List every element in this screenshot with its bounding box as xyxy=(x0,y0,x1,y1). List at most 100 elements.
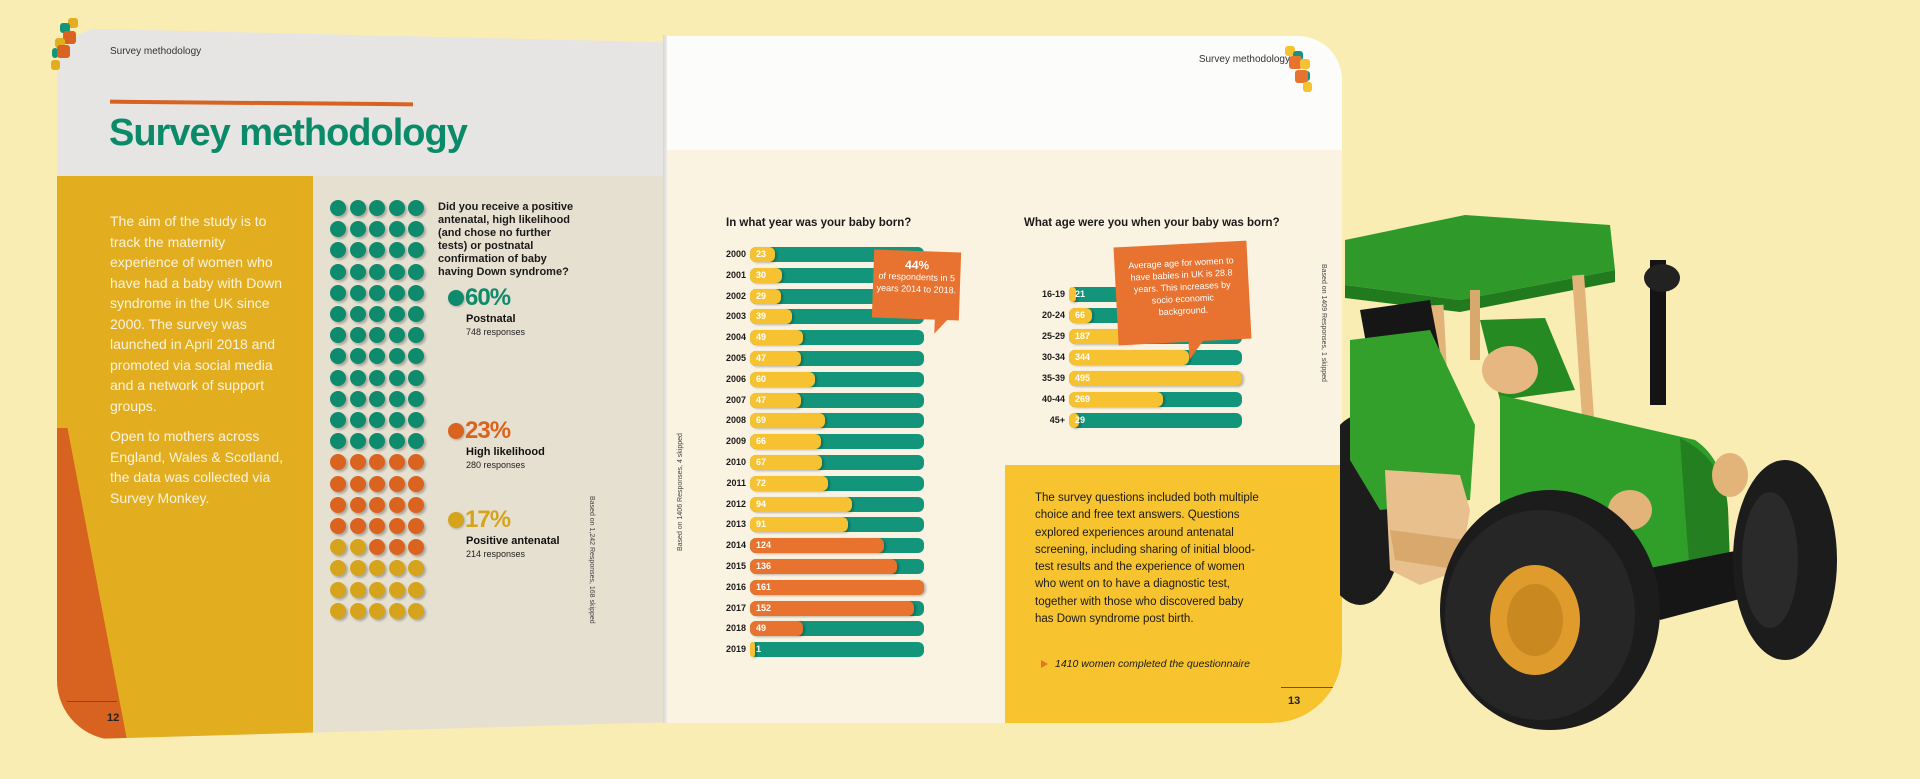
category-label: 2006 xyxy=(725,373,746,384)
waffle-dot-high-likelihood xyxy=(330,475,346,492)
bar-value-label: 21 xyxy=(1075,289,1086,299)
waffle-dot-high-likelihood xyxy=(388,454,405,471)
waffle-dot-postnatal xyxy=(408,390,424,407)
waffle-dot-positive-antenatal xyxy=(369,602,385,619)
waffle-dot-postnatal xyxy=(388,200,405,216)
bar-2019 xyxy=(750,642,755,658)
bar-value-label: 60 xyxy=(756,373,767,384)
waffle-dot-positive-antenatal xyxy=(349,581,366,598)
wooden-toy-tractor-image xyxy=(1340,215,1837,730)
bar-value-label: 94 xyxy=(756,498,767,509)
bar-value-label: 30 xyxy=(756,269,767,280)
bar-track: 94 xyxy=(750,496,924,512)
waffle-dot-postnatal xyxy=(388,433,405,450)
waffle-dot-postnatal xyxy=(369,348,385,365)
triangle-bullet-icon xyxy=(1041,660,1048,668)
waffle-dot-postnatal xyxy=(330,327,346,344)
category-label: 45+ xyxy=(1049,415,1065,425)
waffle-dot-postnatal xyxy=(349,327,366,344)
waffle-dot-postnatal xyxy=(369,221,385,238)
waffle-dot-postnatal xyxy=(408,369,424,386)
waffle-dot-high-likelihood xyxy=(349,518,366,534)
bar-2010 xyxy=(750,455,823,470)
waffle-dot-postnatal xyxy=(349,306,366,322)
bar-2017 xyxy=(750,600,915,616)
bar-2015 xyxy=(750,559,897,574)
bar-value-label: 136 xyxy=(756,561,772,571)
waffle-dot-postnatal xyxy=(330,200,346,216)
left-page: Survey methodology Survey methodology Th… xyxy=(57,28,665,740)
stat-positive-antenatal: 17% Positive antenatal 214 responses xyxy=(448,506,560,559)
waffle-dot-postnatal xyxy=(330,369,346,386)
waffle-dot-postnatal xyxy=(369,327,385,344)
bar-value-label: 47 xyxy=(756,394,767,405)
bar-track: 136 xyxy=(750,559,924,574)
waffle-dot-high-likelihood xyxy=(349,496,366,513)
tractor-body xyxy=(1350,330,1475,510)
waffle-dot-postnatal xyxy=(388,327,405,344)
waffle-dot-postnatal xyxy=(330,433,346,450)
stat-label: Postnatal xyxy=(466,313,516,325)
waffle-dot-positive-antenatal xyxy=(388,581,405,598)
category-label: 2010 xyxy=(725,457,746,467)
tractor-roof xyxy=(1345,215,1615,300)
waffle-dot-postnatal xyxy=(349,433,366,450)
page-number-rule xyxy=(67,701,117,702)
bar-20-24 xyxy=(1069,308,1093,323)
waffle-dot-postnatal xyxy=(330,390,346,407)
year-chart-title: In what year was your baby born? xyxy=(726,217,912,229)
bar-value-label: 161 xyxy=(756,581,772,592)
bar-45+ xyxy=(1069,413,1080,428)
waffle-dot-postnatal xyxy=(369,433,385,450)
waffle-dot-postnatal xyxy=(388,284,405,301)
category-label: 2016 xyxy=(725,581,746,592)
bar-value-label: 49 xyxy=(756,623,767,634)
bar-2003 xyxy=(750,309,793,325)
waffle-dot-positive-antenatal xyxy=(369,560,385,577)
bar-value-label: 91 xyxy=(756,519,767,530)
waffle-dot-postnatal xyxy=(369,263,385,280)
waffle-dot-postnatal xyxy=(388,263,405,280)
waffle-dot-positive-antenatal xyxy=(330,539,346,556)
waffle-dot-postnatal xyxy=(330,412,346,428)
category-label: 40-44 xyxy=(1041,394,1065,404)
question-text: Did you receive a positive antenatal, hi… xyxy=(438,201,574,278)
waffle-dot-postnatal xyxy=(408,242,424,259)
bar-value-label: 124 xyxy=(756,540,772,551)
category-label: 2012 xyxy=(725,498,746,509)
waffle-dot-postnatal xyxy=(408,306,424,322)
bar-2000 xyxy=(750,247,775,262)
waffle-dot-high-likelihood xyxy=(388,496,405,513)
summary-text: The survey questions included both multi… xyxy=(1035,492,1259,626)
bar-value-label: 23 xyxy=(756,249,767,259)
waffle-dot-positive-antenatal xyxy=(349,539,366,556)
waffle-dot-postnatal xyxy=(369,369,385,386)
bar-track: 124 xyxy=(750,538,924,554)
bar-value-label: 72 xyxy=(756,477,767,488)
waffle-dot-postnatal xyxy=(330,348,346,365)
callout-text: of respondents in 5 years 2014 to 2018. xyxy=(876,270,957,296)
bar-2007 xyxy=(750,392,801,408)
waffle-dot-postnatal xyxy=(349,221,366,238)
category-label: 2017 xyxy=(725,602,746,613)
waffle-dot-high-likelihood xyxy=(388,539,405,556)
bar-value-label: 39 xyxy=(756,311,767,322)
waffle-dot-postnatal xyxy=(408,348,424,365)
bar-2014 xyxy=(750,538,884,554)
bar-track: 66 xyxy=(750,434,924,450)
bar-2001 xyxy=(750,267,783,283)
page-title: Survey methodology xyxy=(109,112,468,154)
bar-value-label: 152 xyxy=(756,602,772,613)
waffle-dot-postnatal xyxy=(330,263,346,280)
waffle-dot-postnatal xyxy=(349,242,366,259)
waffle-dot-positive-antenatal xyxy=(369,581,385,598)
bar-value-label: 49 xyxy=(756,332,767,343)
bar-track: 1 xyxy=(750,642,924,658)
age-chart-title: What age were you when your baby was bor… xyxy=(1024,217,1280,229)
stat-responses: 280 responses xyxy=(466,460,526,470)
bar-2006 xyxy=(750,371,815,387)
waffle-dot-postnatal xyxy=(388,306,405,322)
category-label: 2014 xyxy=(725,540,746,551)
waffle-dot-positive-antenatal xyxy=(349,560,366,577)
bar-value-label: 67 xyxy=(756,457,767,467)
